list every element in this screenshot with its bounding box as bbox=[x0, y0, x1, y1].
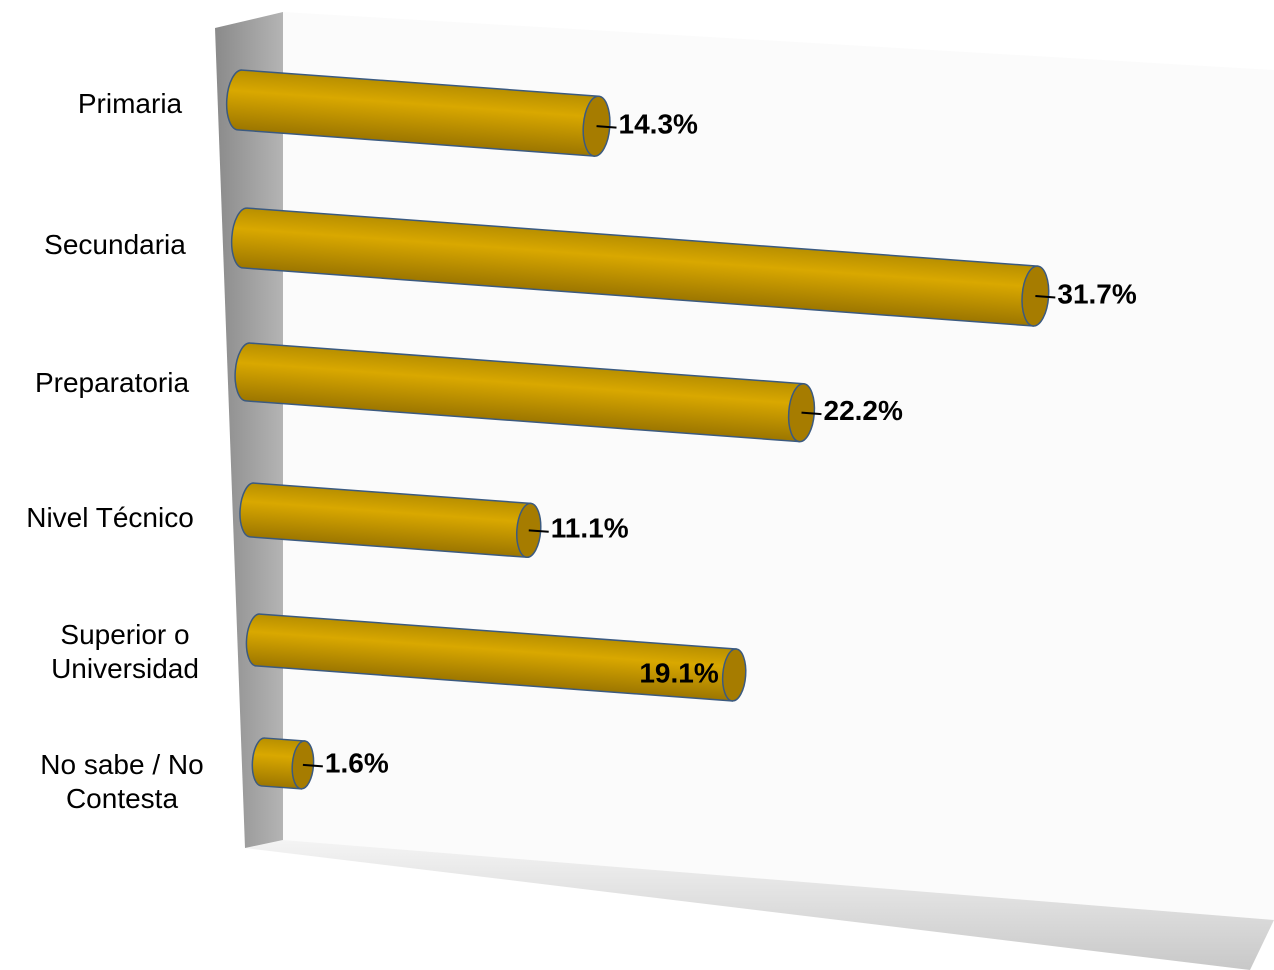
value-label: 14.3% bbox=[619, 109, 698, 140]
bar-group: 1.6% bbox=[251, 737, 389, 790]
category-label: Superior o Universidad bbox=[51, 619, 199, 684]
value-label: 31.7% bbox=[1057, 278, 1136, 309]
label-leader bbox=[302, 763, 323, 768]
back-wall bbox=[283, 12, 1274, 920]
bar bbox=[230, 207, 1039, 327]
bar bbox=[251, 737, 306, 790]
bar bbox=[239, 482, 532, 559]
side-wall bbox=[215, 12, 283, 848]
value-label: 1.6% bbox=[325, 747, 389, 778]
label-leader bbox=[596, 125, 617, 129]
floor bbox=[245, 840, 1274, 970]
bar bbox=[225, 69, 600, 157]
bar-group: 11.1% bbox=[239, 482, 629, 559]
bar bbox=[245, 613, 737, 702]
bar-group: 22.2% bbox=[234, 342, 903, 443]
value-label: 19.1% bbox=[639, 657, 718, 688]
category-label: Preparatoria bbox=[34, 367, 190, 398]
label-leader bbox=[1035, 295, 1056, 299]
label-leader bbox=[801, 411, 822, 416]
category-label: No sabe / No Contesta bbox=[40, 749, 204, 814]
bar-group: 31.7% bbox=[230, 207, 1137, 327]
bar bbox=[234, 342, 805, 443]
value-label: 11.1% bbox=[551, 513, 629, 544]
bar-group: 14.3% bbox=[225, 69, 698, 157]
category-label: Secundaria bbox=[44, 229, 186, 260]
value-label: 22.2% bbox=[824, 395, 903, 426]
category-label: Nivel Técnico bbox=[26, 502, 194, 533]
bar-end bbox=[721, 648, 747, 702]
bars: 14.3% 31.7% 22.2% 11.1% 19.1% 1.6% bbox=[225, 69, 1137, 790]
bar-group: 19.1% bbox=[245, 613, 747, 702]
category-label: Primaria bbox=[77, 88, 183, 119]
label-leader bbox=[528, 529, 549, 533]
